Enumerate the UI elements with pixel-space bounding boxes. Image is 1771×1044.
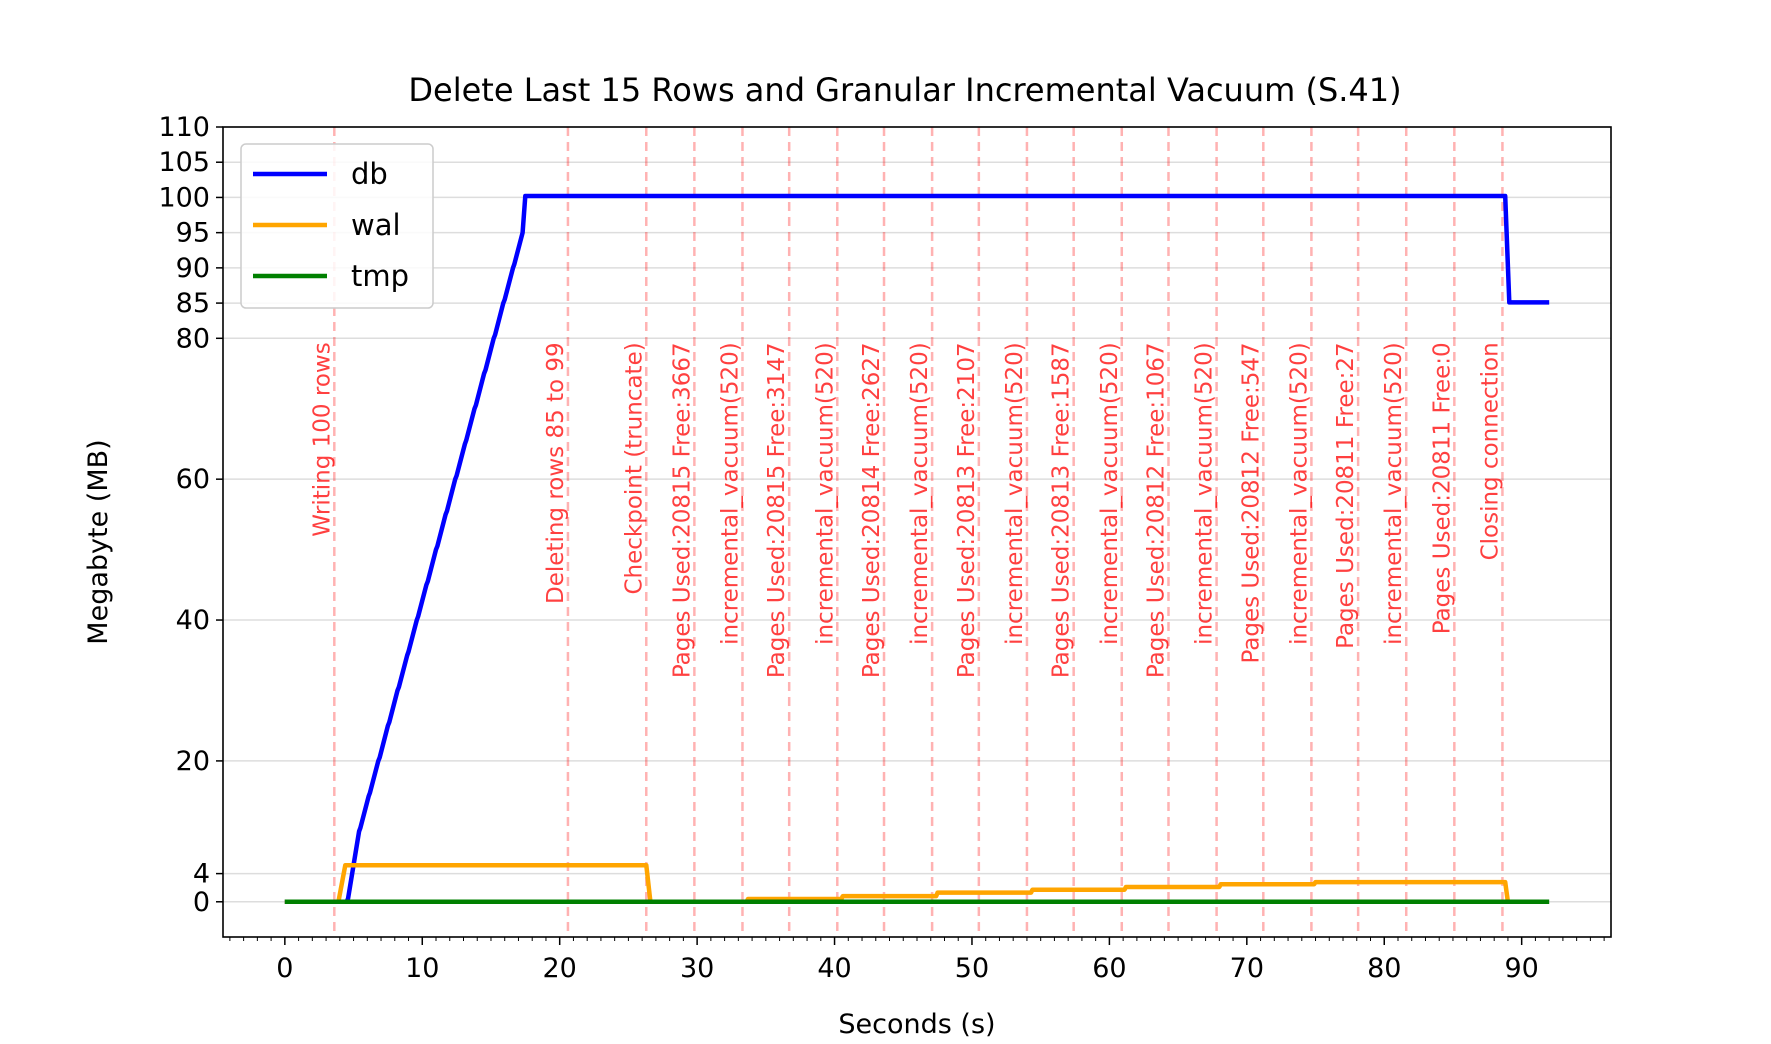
annotation-label: Pages Used:20815 Free:3667: [669, 342, 695, 678]
y-tick-label: 90: [176, 253, 210, 284]
annotation-label: Pages Used:20813 Free:1587: [1049, 342, 1075, 678]
x-tick-label: 20: [543, 953, 577, 984]
annotation-label: incremental_vacuum(520): [1097, 342, 1123, 645]
annotation-label: incremental_vacuum(520): [907, 342, 933, 645]
annotation-label: Pages Used:20812 Free:1067: [1143, 342, 1169, 678]
annotation-label: Writing 100 rows: [309, 342, 335, 536]
annotation-label: Pages Used:20811 Free:0: [1429, 342, 1455, 634]
series-line-db: [284, 193, 1550, 905]
x-tick-label: 80: [1367, 953, 1401, 984]
x-tick-label: 90: [1504, 953, 1538, 984]
annotation-label: incremental_vacuum(520): [812, 342, 838, 645]
series-lines: [284, 193, 1550, 905]
series-line-wal: [284, 862, 1511, 905]
y-tick-label: 40: [176, 605, 210, 636]
y-tick-label: 20: [176, 746, 210, 777]
y-tick-label: 105: [158, 147, 210, 178]
y-axis: 04 20 40 60 80 85 90 95 100 105 110: [158, 112, 223, 918]
annotation-label: incremental_vacuum(520): [1381, 342, 1407, 645]
y-tick-label: 110: [158, 112, 210, 143]
y-tick-label: 80: [176, 323, 210, 354]
x-tick-label: 50: [955, 953, 989, 984]
annotation-lines: [333, 127, 1504, 937]
annotation-label: incremental_vacuum(520): [717, 342, 743, 645]
annotation-label: Pages Used:20812 Free:547: [1238, 342, 1264, 663]
annotation-label: Closing connection: [1477, 342, 1503, 560]
x-tick-label: 30: [680, 953, 714, 984]
y-tick-label: 0: [193, 887, 210, 918]
x-tick-label: 40: [817, 953, 851, 984]
legend: db wal tmp: [240, 143, 434, 309]
x-tick-label: 60: [1092, 953, 1126, 984]
annotation-label: incremental_vacuum(520): [1286, 342, 1312, 645]
x-tick-label: 10: [405, 953, 439, 984]
chart-title: Delete Last 15 Rows and Granular Increme…: [408, 71, 1401, 109]
annotation-label: incremental_vacuum(520): [1002, 342, 1028, 645]
legend-label: db: [351, 157, 388, 191]
y-tick-label: 85: [176, 288, 210, 319]
x-axis: 0 10 20 30 40 50 60 70 80 90: [229, 937, 1605, 984]
x-tick-label: 70: [1230, 953, 1264, 984]
annotation-label: incremental_vacuum(520): [1192, 342, 1218, 645]
legend-label: tmp: [351, 259, 409, 293]
y-tick-label: 100: [158, 182, 210, 213]
legend-box: [240, 143, 434, 309]
annotation-label: Deleting rows 85 to 99: [543, 342, 569, 604]
annotation-label: Pages Used:20814 Free:2627: [859, 342, 885, 678]
x-axis-label: Seconds (s): [838, 1009, 995, 1040]
legend-label: wal: [351, 208, 401, 242]
annotation-label: Pages Used:20811 Free:27: [1333, 342, 1359, 649]
annotation-label: Pages Used:20815 Free:3147: [764, 342, 790, 678]
x-tick-label: 0: [276, 953, 293, 984]
y-tick-label: 4: [193, 859, 210, 890]
annotation-label: Checkpoint (truncate): [621, 342, 647, 594]
annotation-labels: Writing 100 rows Deleting rows 85 to 99 Ch…: [309, 342, 1503, 678]
annotation-label: Pages Used:20813 Free:2107: [954, 342, 980, 678]
y-axis-label: Megabyte (MB): [83, 439, 114, 644]
y-tick-label: 95: [176, 218, 210, 249]
y-tick-label: 60: [176, 464, 210, 495]
